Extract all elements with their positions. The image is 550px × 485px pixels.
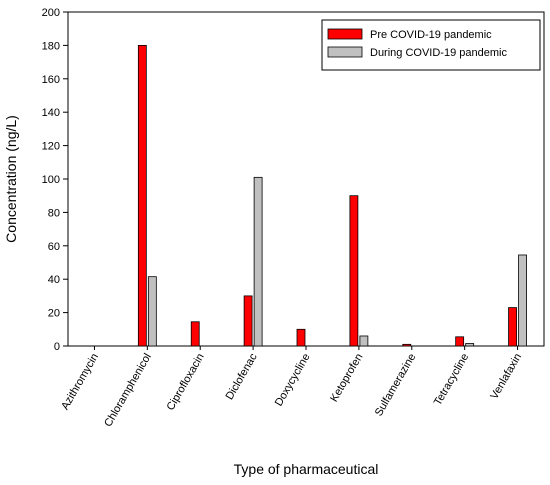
y-tick-label: 200 [42, 7, 60, 19]
bar-pre-chloramphenicol [137, 45, 147, 347]
bar-pre-venlafaxin [508, 307, 517, 347]
y-tick-label: 140 [42, 107, 60, 119]
bar-pre-ketoprofen [349, 195, 359, 347]
legend-box [321, 19, 541, 71]
legend-swatch [327, 46, 363, 58]
x-tick-label: Venlafaxin [488, 352, 524, 402]
bar-pre-tetracycline [455, 336, 465, 347]
x-tick-label: Doxycycline [273, 352, 313, 409]
legend-label: During COVID-19 pandemic [370, 47, 507, 59]
y-axis-title: Concentration (ng/L) [3, 115, 19, 243]
y-axis: 0 20 40 60 80 100 120 140 160 180 200 [42, 7, 68, 353]
x-tick-label: Diclofenac [224, 351, 260, 402]
bar-pre-diclofenac [243, 295, 253, 347]
x-tick-label: Chloramphenicol [102, 352, 154, 429]
bar-during-chloramphenicol [147, 276, 157, 347]
y-tick-label: 20 [48, 308, 60, 320]
bar-during-ketoprofen [359, 335, 369, 347]
bars [137, 45, 527, 347]
x-tick-label: Azithromycin [59, 352, 101, 413]
bar-during-venlafaxin [518, 254, 527, 347]
bar-pre-ciprofloxacin [190, 321, 200, 347]
x-tick-label: Ketoprofen [328, 352, 365, 405]
bar-during-diclofenac [253, 176, 263, 347]
y-tick-label: 160 [42, 74, 60, 86]
y-tick-label: 80 [48, 207, 60, 219]
x-axis-title: Type of pharmaceutical [234, 461, 379, 477]
bar-pre-sulfamerazine [402, 343, 412, 347]
y-tick-label: 60 [48, 241, 60, 253]
x-tick-label: Sulfamerazine [373, 352, 419, 419]
y-tick-label: 100 [42, 174, 60, 186]
legend-swatch [327, 28, 363, 40]
bar-pre-doxycycline [296, 328, 306, 347]
y-tick-label: 40 [48, 274, 60, 286]
x-tick-label: Ciprofloxacin [165, 352, 207, 413]
legend: Pre COVID-19 pandemic During COVID-19 pan… [321, 19, 541, 71]
legend-label: Pre COVID-19 pandemic [370, 29, 492, 41]
x-tick-label: Tetracycline [432, 351, 471, 407]
y-tick-label: 120 [42, 141, 60, 153]
y-tick-label: 180 [42, 40, 60, 52]
y-tick-label: 0 [54, 341, 60, 353]
x-axis: Azithromycin Chloramphenicol Ciprofloxacin… [59, 346, 524, 429]
bar-during-tetracycline [465, 343, 475, 347]
